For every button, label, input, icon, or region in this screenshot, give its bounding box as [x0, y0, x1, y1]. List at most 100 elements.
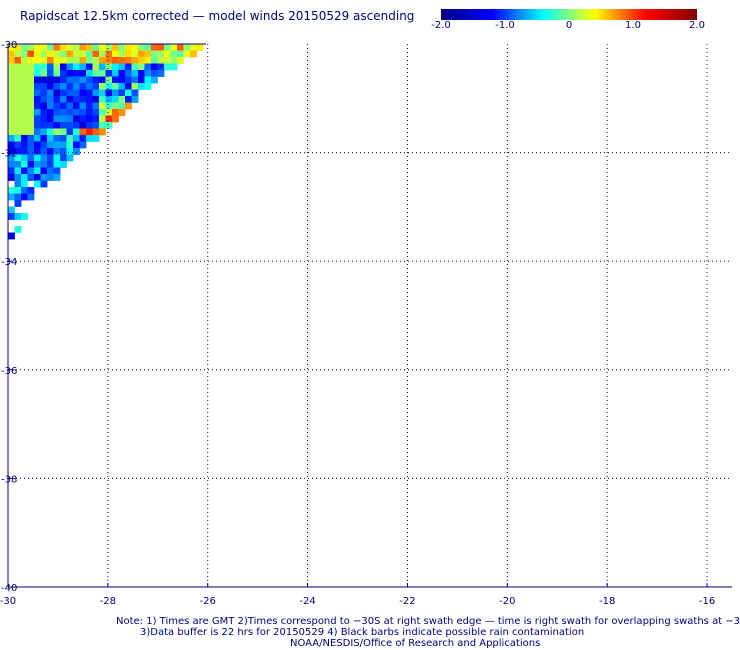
swath-cell: [34, 128, 41, 136]
swath-cell: [112, 102, 119, 110]
swath-cell: [40, 83, 48, 90]
swath-cell: [47, 154, 54, 162]
swath-cell: [34, 180, 41, 188]
swath-cell: [40, 128, 48, 136]
swath-cell: [99, 109, 106, 116]
swath-cell: [66, 44, 74, 51]
colorbar-gradient: [441, 9, 697, 20]
swath-cell: [86, 135, 93, 142]
swath-cell: [73, 148, 80, 155]
swath-cell: [177, 50, 184, 58]
swath-cell: [73, 57, 80, 64]
swath-cell: [60, 96, 67, 103]
swath-cell: [73, 102, 80, 110]
swath-cell: [40, 148, 48, 155]
swath-cell: [34, 122, 41, 129]
swath-cell: [177, 57, 184, 64]
swath-cell: [105, 109, 113, 116]
swath-cell: [27, 57, 35, 64]
swath-cell: [66, 135, 74, 142]
swath-cell: [144, 70, 152, 77]
swath-cell: [47, 167, 54, 175]
swath-cell: [92, 102, 100, 110]
swath-cell: [34, 167, 41, 175]
swath-cell: [99, 57, 106, 64]
swath-cell: [105, 63, 113, 71]
graticule: [8, 44, 732, 587]
swath-cell: [131, 63, 139, 71]
swath-cell: [27, 128, 35, 136]
swath-cell: [47, 89, 54, 97]
swath-cell: [27, 83, 35, 90]
swath-cell: [27, 122, 35, 129]
swath-cell: [118, 102, 126, 110]
swath-cell: [40, 109, 48, 116]
swath-cell: [138, 76, 145, 84]
swath-cell: [105, 122, 113, 129]
swath-cell: [47, 57, 54, 64]
swath-cell: [86, 96, 93, 103]
swath-cell: [73, 135, 80, 142]
swath-cell: [21, 63, 28, 71]
swath-cell: [73, 50, 80, 58]
swath-cell: [53, 167, 61, 175]
swath-cell: [27, 154, 35, 162]
swath-cell: [157, 57, 165, 64]
swath-cell: [190, 50, 197, 58]
swath-cell: [27, 135, 35, 142]
swath-cell: [40, 89, 48, 97]
swath-cell: [53, 174, 61, 181]
swath-cell: [21, 96, 28, 103]
swath-cell: [8, 174, 15, 181]
swath-cell: [99, 128, 106, 136]
swath-cell: [92, 89, 100, 97]
swath-cell: [170, 50, 178, 58]
swath-cell: [53, 154, 61, 162]
swath-cell: [14, 226, 22, 233]
swath-cell: [60, 76, 67, 84]
swath-cell: [73, 141, 80, 149]
swath-cell: [196, 44, 204, 51]
swath-cell: [151, 57, 158, 64]
swath-cell: [53, 122, 61, 129]
swath-cell: [92, 128, 100, 136]
swath-cell: [125, 57, 132, 64]
swath-cell: [8, 63, 15, 71]
swath-cell: [21, 213, 28, 220]
swath-cell: [157, 50, 165, 58]
swath-cell: [79, 115, 87, 123]
swath-cell: [118, 57, 126, 64]
swath-cell: [92, 135, 100, 142]
swath-cell: [14, 89, 22, 97]
latitude-tick-label: -36: [1, 366, 17, 377]
swath-cell: [73, 70, 80, 77]
swath-cell: [14, 213, 22, 220]
swath-cell: [21, 122, 28, 129]
swath-cell: [14, 57, 22, 64]
swath-cell: [112, 63, 119, 71]
swath-cell: [112, 44, 119, 51]
swath-cell: [14, 187, 22, 194]
swath-cell: [40, 174, 48, 181]
swath-cell: [125, 63, 132, 71]
swath-cell: [53, 70, 61, 77]
swath-cell: [53, 96, 61, 103]
swath-cell: [105, 115, 113, 123]
swath-cell: [60, 83, 67, 90]
swath-cell: [66, 89, 74, 97]
swath-cell: [47, 96, 54, 103]
swath-cell: [27, 141, 35, 149]
swath-cell: [8, 193, 15, 201]
swath-cell: [53, 135, 61, 142]
swath-cell: [14, 141, 22, 149]
swath-cell: [60, 128, 67, 136]
swath-cell: [21, 148, 28, 155]
swath-cell: [144, 76, 152, 84]
swath-cell: [125, 76, 132, 84]
swath-cell: [34, 141, 41, 149]
swath-cell: [47, 76, 54, 84]
swath-cell: [60, 154, 67, 162]
swath-cell: [14, 135, 22, 142]
swath-cell: [8, 135, 15, 142]
swath-cell: [79, 135, 87, 142]
